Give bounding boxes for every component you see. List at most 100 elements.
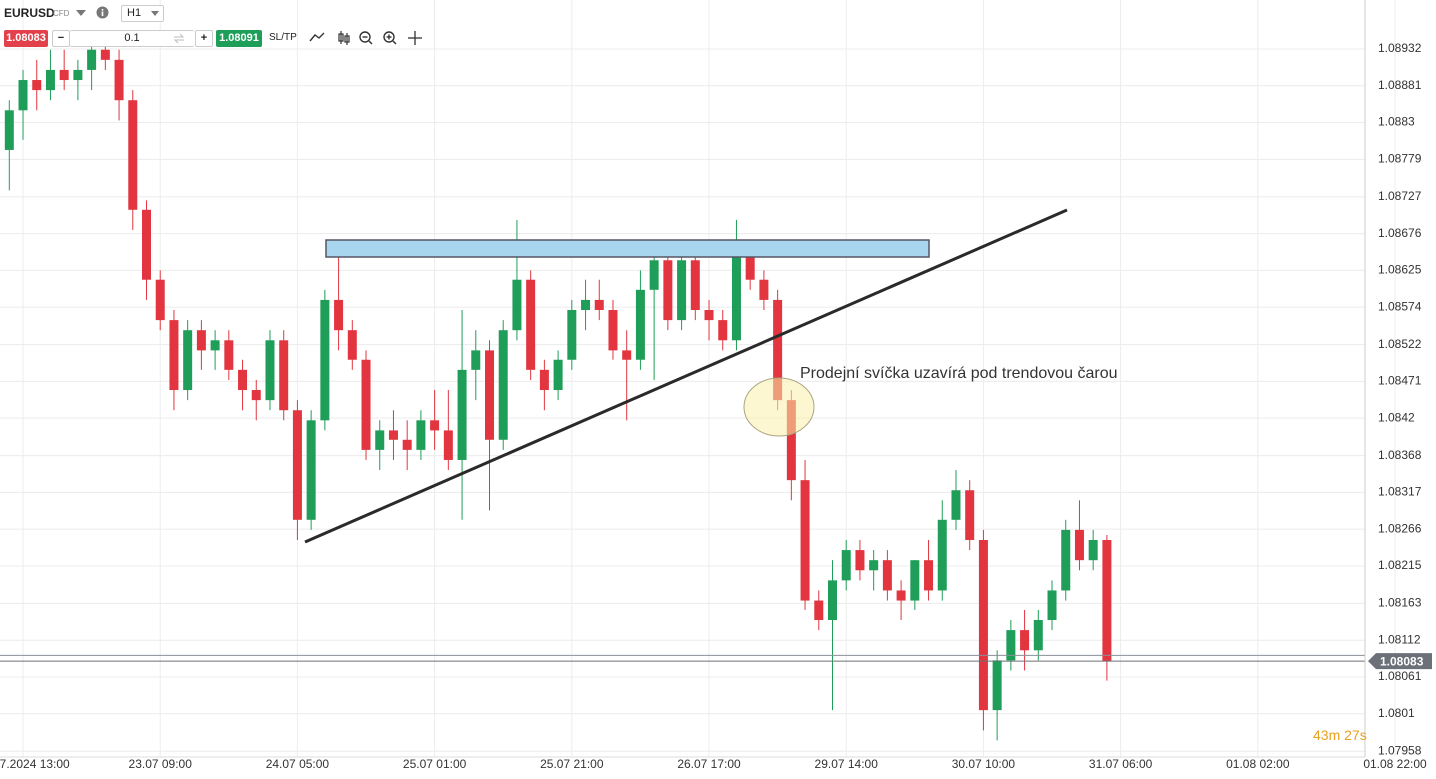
y-tick-label: 1.08625 bbox=[1378, 263, 1422, 277]
buy-button[interactable]: 1.08091 bbox=[216, 30, 262, 47]
candle-body bbox=[1033, 620, 1043, 651]
x-tick-label: 25.07 01:00 bbox=[403, 757, 467, 771]
candle-body bbox=[553, 359, 563, 391]
candle-body bbox=[512, 279, 522, 331]
resistance-zone[interactable] bbox=[325, 239, 930, 258]
candle-body bbox=[142, 209, 151, 280]
candle-body bbox=[992, 660, 1002, 711]
symbol-dropdown[interactable] bbox=[76, 10, 86, 16]
candle-body bbox=[704, 310, 714, 321]
candle-body bbox=[594, 299, 604, 311]
y-tick-label: 1.08368 bbox=[1378, 448, 1422, 462]
y-tick-label: 1.08317 bbox=[1378, 485, 1422, 499]
highlight-ellipse[interactable] bbox=[743, 377, 815, 437]
candle-body bbox=[773, 299, 783, 401]
y-tick-label: 1.0801 bbox=[1378, 706, 1415, 720]
candle-body bbox=[347, 330, 357, 360]
candle-body bbox=[498, 330, 508, 440]
y-tick-label: 1.0883 bbox=[1378, 115, 1415, 129]
y-tick-label: 1.08676 bbox=[1378, 226, 1422, 240]
candle-body bbox=[869, 560, 879, 571]
sell-button[interactable]: 1.08083 bbox=[4, 30, 48, 47]
symbol[interactable]: EURUSD bbox=[4, 6, 55, 20]
candle-body bbox=[745, 250, 755, 280]
timeframe: H1 bbox=[127, 7, 142, 19]
candle-body bbox=[1006, 630, 1016, 661]
y-tick-label: 1.08112 bbox=[1378, 632, 1421, 646]
candle-body bbox=[951, 490, 961, 520]
candle-timer: 43m 27s bbox=[1313, 727, 1367, 743]
candle-body bbox=[731, 250, 741, 341]
candle-body bbox=[265, 340, 275, 401]
candle-body bbox=[965, 490, 975, 540]
candle-body bbox=[1047, 590, 1057, 621]
y-tick-label: 1.08522 bbox=[1378, 337, 1422, 351]
candle-body bbox=[1102, 539, 1112, 662]
candle-body bbox=[224, 340, 234, 370]
candle-body bbox=[238, 369, 248, 391]
candle-body bbox=[841, 550, 851, 581]
candle-body bbox=[910, 560, 920, 601]
timeframe-select[interactable]: H1 bbox=[121, 5, 164, 22]
annotation: Prodejní svíčka uzavírá pod trendovou ča… bbox=[800, 365, 1118, 382]
y-tick-label: 1.08779 bbox=[1378, 152, 1422, 166]
candle-body bbox=[1061, 529, 1071, 591]
lot-swap-icon[interactable] bbox=[173, 33, 185, 44]
last-price-label: 1.08083 bbox=[1380, 654, 1424, 668]
line-chart-tool[interactable] bbox=[309, 32, 325, 42]
candle-body bbox=[896, 590, 906, 601]
candle-body bbox=[402, 439, 412, 450]
lot-increase[interactable]: + bbox=[195, 30, 213, 47]
candle-body bbox=[375, 430, 385, 450]
candle-body bbox=[800, 480, 810, 601]
trend-line[interactable] bbox=[304, 208, 1068, 544]
candle-body bbox=[169, 320, 179, 391]
candle-body bbox=[526, 279, 536, 370]
candle-body bbox=[855, 550, 865, 571]
x-tick-label: 01.08 02:00 bbox=[1226, 757, 1290, 771]
x-tick-label: 29.07 14:00 bbox=[815, 757, 879, 771]
lot-input[interactable]: 0.1 bbox=[70, 30, 194, 47]
y-tick-label: 1.08471 bbox=[1378, 374, 1422, 388]
candle-body bbox=[18, 80, 28, 111]
candle-body bbox=[649, 260, 659, 290]
crosshair-tool[interactable] bbox=[408, 31, 422, 45]
candle-body bbox=[45, 69, 55, 91]
candle-body bbox=[937, 519, 947, 591]
y-tick-label: 1.08932 bbox=[1378, 41, 1422, 55]
candle-body bbox=[430, 420, 440, 431]
candle-body bbox=[882, 560, 892, 591]
candle-body bbox=[251, 390, 261, 401]
zoom-out-tool[interactable] bbox=[359, 31, 373, 45]
candle-body bbox=[196, 330, 206, 351]
price-marker bbox=[1368, 653, 1432, 670]
lot-decrease[interactable]: − bbox=[52, 30, 70, 47]
candle-tool[interactable] bbox=[338, 31, 350, 45]
candle-body bbox=[581, 299, 591, 311]
candle-body bbox=[786, 400, 796, 481]
candle-body bbox=[388, 430, 398, 440]
candle-body bbox=[361, 359, 371, 450]
candle-body bbox=[210, 340, 220, 351]
candle-body bbox=[1074, 529, 1084, 561]
x-tick-label: 22.07.2024 13:00 bbox=[0, 757, 70, 771]
timeframe-arrow bbox=[151, 11, 159, 16]
candle-body bbox=[828, 580, 837, 621]
candle-body bbox=[87, 49, 97, 70]
candle-body bbox=[416, 420, 426, 450]
x-tick-label: 31.07 06:00 bbox=[1089, 757, 1153, 771]
x-tick-label: 25.07 21:00 bbox=[540, 757, 604, 771]
sltp-button[interactable]: SL/TP bbox=[269, 32, 297, 43]
x-tick-label: 01.08 22:00 bbox=[1363, 757, 1427, 771]
candle-body bbox=[320, 299, 330, 421]
lot-value: 0.1 bbox=[124, 32, 140, 44]
info-icon[interactable] bbox=[96, 6, 109, 19]
candle-body bbox=[306, 420, 316, 520]
candle-body bbox=[663, 260, 673, 321]
candle-body bbox=[334, 299, 344, 331]
zoom-in-tool[interactable] bbox=[383, 31, 397, 45]
candle-body bbox=[485, 350, 494, 440]
candle-body bbox=[567, 310, 577, 360]
